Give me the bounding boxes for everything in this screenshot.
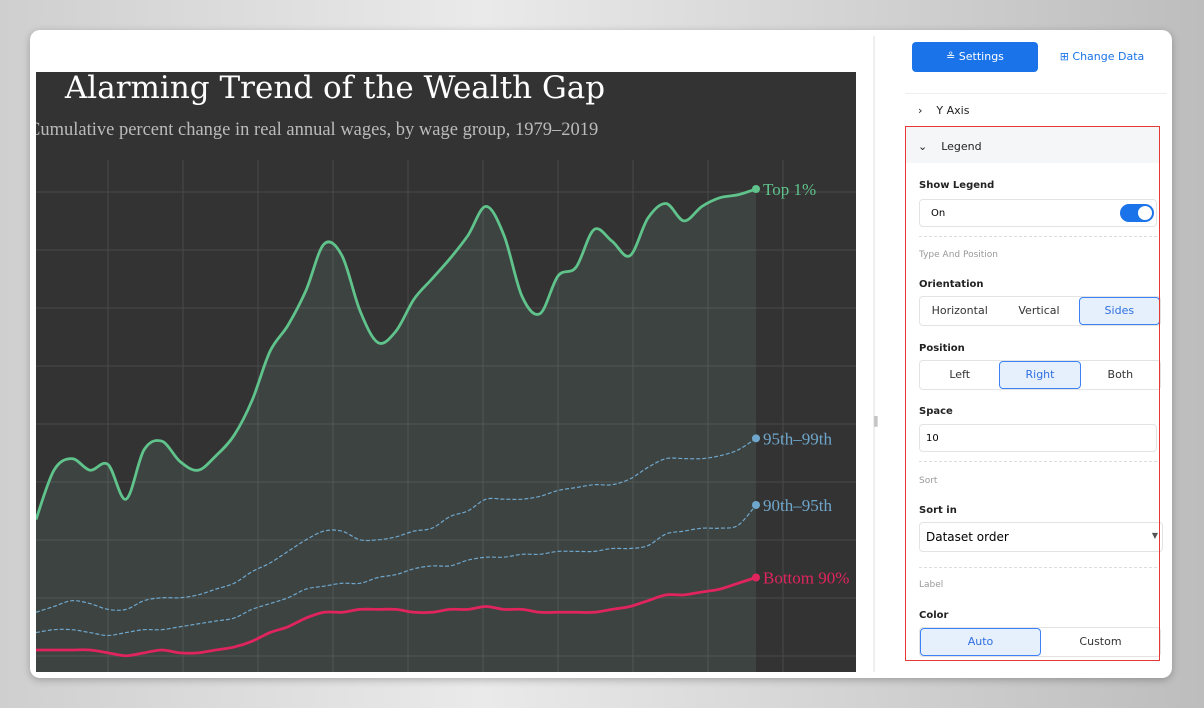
group-title: Type And Position — [919, 250, 999, 260]
chart-background — [36, 72, 856, 672]
chart-subtitle: Cumulative percent change in real annual… — [28, 120, 598, 140]
field-label: Color — [919, 610, 949, 621]
legend-section: ⌄ Legend — [918, 140, 982, 153]
chart-title: Alarming Trend of the Wealth Gap — [64, 70, 605, 106]
field-label: Sort in — [919, 505, 957, 516]
select-value: Dataset order — [926, 530, 1009, 544]
plot — [36, 187, 757, 672]
series-label: Top 1% — [763, 180, 816, 199]
field-label: Orientation — [919, 279, 984, 290]
space-input[interactable]: 10 — [919, 424, 1157, 452]
grid — [36, 160, 856, 672]
end-point — [752, 501, 760, 510]
color-options: Auto Custom — [919, 627, 1161, 657]
legend-header[interactable] — [906, 127, 1159, 163]
section-title: Y Axis — [936, 104, 970, 117]
position-options: Left Right Both — [919, 360, 1161, 390]
tab-label: Change Data — [1072, 50, 1145, 63]
tab-label: Settings — [958, 50, 1004, 63]
end-point — [752, 573, 760, 582]
chart-margin — [36, 52, 873, 72]
separator — [905, 93, 1167, 94]
option[interactable]: Vertical — [1018, 304, 1060, 317]
input-value: 10 — [926, 433, 939, 444]
separator — [919, 236, 1157, 237]
line — [36, 576, 757, 658]
toggle[interactable] — [1120, 204, 1154, 222]
option[interactable]: Horizontal — [931, 304, 988, 317]
option[interactable]: Right — [999, 361, 1081, 389]
end-point — [752, 184, 760, 193]
toggle-value: On — [931, 208, 946, 219]
line — [36, 504, 757, 637]
section-title: Legend — [941, 140, 982, 153]
orientation-options: Horizontal Vertical Sides — [919, 296, 1161, 326]
option[interactable]: Both — [1107, 368, 1134, 381]
settings-tab[interactable]: ≗ Settings — [912, 42, 1038, 72]
separator — [919, 461, 1157, 462]
toggle-field[interactable]: On — [919, 199, 1157, 227]
change-data-tab[interactable]: ⊞ Change Data — [1059, 50, 1145, 63]
line — [36, 437, 757, 613]
option[interactable]: Left — [949, 368, 971, 381]
group-title: Sort — [919, 476, 938, 486]
separator — [919, 567, 1157, 568]
field-label: Space — [919, 406, 953, 417]
option[interactable]: Custom — [1079, 635, 1122, 648]
series-label: 90th–95th — [763, 496, 832, 515]
sort-select[interactable]: Dataset order ▼ — [919, 522, 1163, 552]
field-label: Show Legend — [919, 180, 995, 191]
option[interactable]: Auto — [920, 628, 1041, 656]
y-axis-section[interactable]: › Y Axis — [918, 104, 970, 117]
option[interactable]: Sides — [1078, 297, 1160, 325]
group-title: Label — [919, 580, 944, 590]
end-point — [752, 434, 760, 443]
line — [36, 187, 757, 520]
resize-handle[interactable]: ‖ — [873, 414, 879, 427]
field-label: Position — [919, 343, 965, 354]
series-label: 95th–99th — [763, 429, 832, 448]
series-label: Bottom 90% — [763, 568, 849, 587]
highlight-box — [905, 126, 1160, 661]
